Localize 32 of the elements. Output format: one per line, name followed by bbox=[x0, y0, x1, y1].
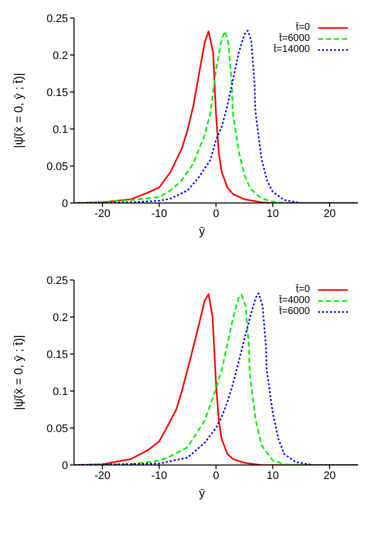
x-axis-title: ȳ bbox=[199, 486, 205, 500]
x-tick-label: -10 bbox=[151, 470, 168, 482]
legend-label: t̄=14000 bbox=[274, 44, 310, 55]
x-tick-label: 0 bbox=[212, 208, 220, 220]
x-tick-label: 10 bbox=[266, 208, 279, 220]
x-tick-label: -10 bbox=[151, 208, 168, 220]
y-axis-title: |ψ̄(x̄ = 0, ȳ ; t̄)| bbox=[11, 72, 26, 148]
x-tick-label: -20 bbox=[94, 470, 110, 482]
x-tick-label: 10 bbox=[266, 470, 279, 482]
y-tick-label: 0.25 bbox=[46, 12, 68, 25]
y-tick-label: 0 bbox=[62, 460, 68, 472]
y-tick-label: 0.15 bbox=[46, 348, 68, 361]
y-axis-title: |ψ̄(x̄ = 0, ȳ ; t̄)| bbox=[11, 334, 26, 410]
y-tick-label: 0.15 bbox=[46, 86, 68, 99]
y-tick-label: 0.05 bbox=[46, 160, 68, 173]
y-tick-label: 0 bbox=[62, 198, 68, 210]
x-axis-title: ȳ bbox=[199, 224, 205, 238]
x-tick-label: -20 bbox=[94, 208, 110, 220]
x-tick-label: 20 bbox=[323, 208, 336, 220]
x-tick-label: 20 bbox=[323, 470, 336, 482]
y-tick-label: 0.2 bbox=[52, 50, 68, 62]
legend-label: t̄=0 bbox=[296, 284, 310, 295]
y-tick-label: 0.1 bbox=[52, 124, 68, 136]
x-tick-label: 0 bbox=[212, 470, 220, 482]
y-tick-label: 0.1 bbox=[52, 386, 68, 398]
y-tick-label: 0.05 bbox=[46, 422, 68, 435]
y-tick-label: 0.25 bbox=[46, 274, 68, 287]
legend-label: t̄=0 bbox=[296, 22, 310, 33]
legend-label: t̄=6000 bbox=[279, 306, 310, 317]
legend-label: t̄=4000 bbox=[279, 295, 310, 306]
y-tick-label: 0.2 bbox=[52, 312, 68, 324]
legend-label: t̄=6000 bbox=[279, 33, 310, 44]
